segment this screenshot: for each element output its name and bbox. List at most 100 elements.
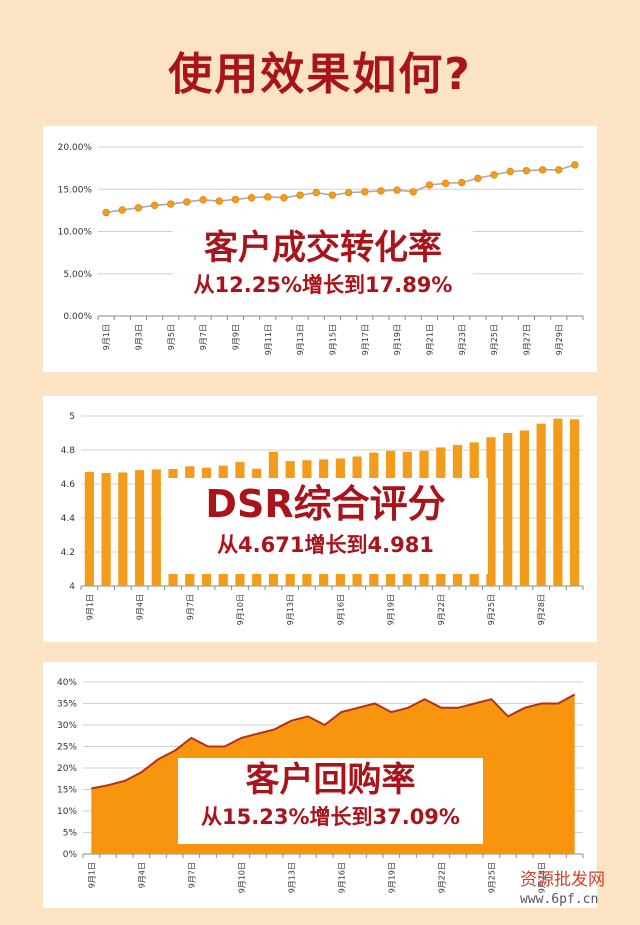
series-line — [91, 693, 576, 790]
bar — [134, 470, 145, 586]
x-tick-label: 9月1日 — [85, 594, 94, 620]
repurchase-rate-chart-panel: 40% 35% 30% 25% 20% 15% 10% 5% 0% 9月1日 9月4日 9月7日 9月1… — [43, 662, 597, 908]
x-tick-label: 9月19日 — [387, 862, 396, 893]
data-point — [506, 167, 514, 176]
x-tick-label: 9月21日 — [425, 324, 434, 355]
y-tick-label: 5% — [63, 829, 78, 839]
y-tick-label: 40% — [57, 678, 77, 688]
watermark-url: www.6pf.cn — [520, 892, 599, 907]
y-tick-label: 4.8 — [61, 446, 76, 456]
x-tick-label: 9月25日 — [487, 594, 496, 625]
x-tick-label: 9月1日 — [102, 324, 111, 350]
x-tick-label: 9月16日 — [336, 594, 345, 625]
data-point — [571, 161, 579, 169]
data-point — [393, 186, 401, 194]
data-point — [538, 166, 547, 174]
data-point — [522, 166, 531, 175]
y-tick-label: 35% — [57, 700, 77, 710]
conversion-rate-chart-panel: 20.00% 15.00% 10.00% 5.00% 0.00% 9月1日 9月3日 9月5日… — [43, 126, 597, 372]
x-tick-label: 9月4日 — [136, 594, 145, 620]
y-tick-label: 15.00% — [58, 185, 93, 195]
data-point — [199, 196, 207, 204]
data-point — [458, 178, 466, 187]
x-tick-label: 9月16日 — [337, 862, 346, 893]
y-tick-label: 0.00% — [63, 312, 92, 322]
data-point — [555, 166, 563, 174]
data-point — [280, 193, 288, 202]
data-point — [247, 193, 256, 202]
x-tick-label: 9月7日 — [186, 594, 195, 620]
data-point — [264, 193, 272, 201]
x-tick-label: 9月25日 — [490, 324, 499, 355]
y-tick-label: 4.6 — [61, 480, 76, 490]
bar — [486, 437, 496, 586]
conversion-rate-callout-subtitle: 从12.25%增长到17.89% — [193, 273, 453, 297]
dsr-score-callout-subtitle: 从4.671增长到4.981 — [217, 533, 434, 557]
y-tick-label: 4.4 — [61, 514, 76, 524]
data-point — [167, 200, 175, 208]
data-point — [150, 201, 159, 210]
x-tick-label: 9月13日 — [296, 324, 305, 355]
x-tick-label: 9月15日 — [328, 324, 337, 355]
data-point — [118, 206, 126, 214]
data-point — [377, 187, 385, 195]
y-tick-label: 30% — [57, 721, 77, 731]
x-tick-label: 9月22日 — [437, 594, 446, 625]
data-point — [183, 198, 191, 206]
bar — [536, 423, 546, 586]
x-tick-label: 9月28日 — [537, 862, 546, 893]
x-tick-label: 9月19日 — [393, 324, 402, 355]
y-tick-label: 10% — [57, 807, 77, 817]
y-tick-label: 20.00% — [58, 143, 93, 153]
x-tick-label: 9月13日 — [286, 594, 295, 625]
x-tick-label: 9月13日 — [287, 862, 296, 893]
conversion-rate-line-chart: 20.00% 15.00% 10.00% 5.00% 0.00% 9月1日 9月3日 9月5日… — [58, 143, 584, 355]
x-tick-label: 9月1日 — [87, 862, 96, 888]
x-tick-label: 9月28日 — [537, 594, 546, 625]
data-point — [312, 188, 320, 197]
data-point — [215, 197, 223, 205]
y-tick-label: 4 — [69, 582, 75, 592]
data-point — [231, 195, 240, 204]
x-tick-label: 9月27日 — [522, 324, 531, 355]
y-tick-label: 20% — [57, 764, 77, 774]
bar — [84, 471, 94, 586]
x-tick-label: 9月7日 — [199, 324, 208, 350]
x-tick-label: 9月4日 — [137, 862, 146, 888]
data-point — [441, 179, 450, 188]
bar — [570, 419, 580, 586]
watermark: 资源批发网 www.6pf.cn — [520, 870, 605, 910]
repurchase-rate-callout-title: 客户回购率 — [245, 760, 416, 800]
y-tick-label: 25% — [57, 743, 77, 753]
bar — [101, 472, 111, 586]
data-point — [296, 191, 304, 199]
x-tick-label: 9月10日 — [237, 862, 246, 893]
x-tick-label: 9月25日 — [487, 862, 496, 893]
data-point — [425, 181, 434, 189]
bar — [519, 430, 530, 586]
x-tick-label: 9月23日 — [458, 324, 467, 355]
x-tick-label: 9月9日 — [231, 324, 240, 350]
watermark-text: 资源批发网 — [520, 870, 605, 890]
data-point — [344, 188, 353, 197]
x-tick-label: 9月10日 — [236, 594, 245, 625]
page-title: 使用效果如何? — [168, 49, 472, 100]
bar — [118, 472, 128, 586]
data-point — [490, 171, 498, 179]
series-line — [105, 164, 576, 214]
x-tick-label: 9月11日 — [264, 324, 273, 355]
data-point — [102, 208, 110, 217]
conversion-rate-callout-title: 客户成交转化率 — [204, 228, 442, 268]
data-point — [328, 191, 337, 199]
x-tick-label: 9月29日 — [555, 324, 564, 355]
conversion-rate-callout: 客户成交转化率 从12.25%增长到17.89% — [173, 226, 473, 308]
x-tick-label: 9月7日 — [187, 862, 196, 888]
bar — [503, 433, 513, 586]
x-tick-label: 9月5日 — [167, 324, 176, 350]
data-point — [361, 188, 369, 196]
y-tick-label: 0% — [63, 850, 78, 860]
dsr-score-callout: DSR综合评分 从4.671增长到4.981 — [163, 478, 488, 574]
y-tick-label: 10.00% — [58, 228, 93, 238]
dsr-score-callout-title: DSR综合评分 — [205, 482, 446, 526]
y-tick-label: 5.00% — [63, 270, 92, 280]
